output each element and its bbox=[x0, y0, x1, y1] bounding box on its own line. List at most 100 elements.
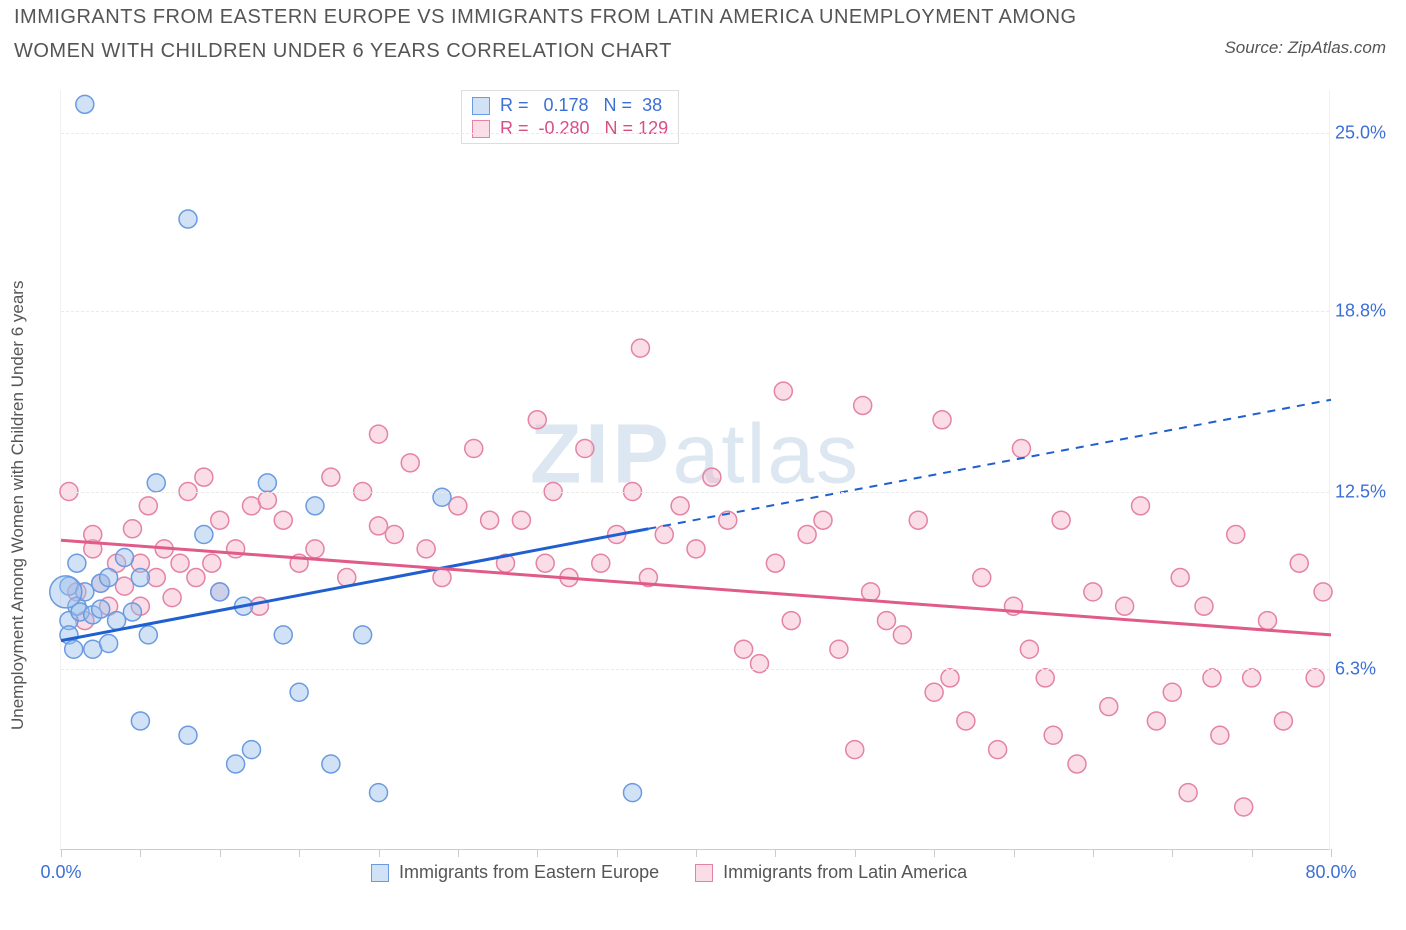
data-point bbox=[100, 569, 118, 587]
data-point bbox=[814, 511, 832, 529]
legend-swatch bbox=[472, 120, 490, 138]
data-point bbox=[1274, 712, 1292, 730]
data-point bbox=[798, 526, 816, 544]
data-point bbox=[941, 669, 959, 687]
x-tick-mark bbox=[617, 849, 618, 857]
data-point bbox=[100, 635, 118, 653]
legend-swatch bbox=[371, 864, 389, 882]
data-point bbox=[1084, 583, 1102, 601]
data-point bbox=[703, 468, 721, 486]
data-point bbox=[774, 382, 792, 400]
data-point bbox=[370, 784, 388, 802]
data-point bbox=[1163, 683, 1181, 701]
series-legend: Immigrants from Eastern Europe Immigrants… bbox=[371, 862, 967, 883]
data-point bbox=[925, 683, 943, 701]
source-attribution: Source: ZipAtlas.com bbox=[1224, 38, 1386, 58]
data-point bbox=[631, 339, 649, 357]
data-point bbox=[68, 554, 86, 572]
data-point bbox=[274, 511, 292, 529]
data-point bbox=[1179, 784, 1197, 802]
data-point bbox=[370, 517, 388, 535]
data-point bbox=[227, 755, 245, 773]
x-tick-mark bbox=[220, 849, 221, 857]
data-point bbox=[465, 439, 483, 457]
data-point bbox=[687, 540, 705, 558]
x-tick-mark bbox=[1331, 849, 1332, 857]
data-point bbox=[139, 626, 157, 644]
data-point bbox=[147, 474, 165, 492]
data-point bbox=[1227, 526, 1245, 544]
data-point bbox=[1171, 569, 1189, 587]
data-point bbox=[163, 589, 181, 607]
x-tick-mark bbox=[1014, 849, 1015, 857]
data-point bbox=[306, 540, 324, 558]
x-tick-label: 0.0% bbox=[40, 862, 81, 883]
data-point bbox=[1211, 726, 1229, 744]
data-point bbox=[1235, 798, 1253, 816]
data-point bbox=[782, 612, 800, 630]
y-tick-label: 6.3% bbox=[1335, 659, 1405, 680]
data-point bbox=[481, 511, 499, 529]
data-point bbox=[76, 95, 94, 113]
data-point bbox=[322, 755, 340, 773]
x-tick-mark bbox=[1172, 849, 1173, 857]
data-point bbox=[576, 439, 594, 457]
data-point bbox=[401, 454, 419, 472]
data-point bbox=[893, 626, 911, 644]
data-point bbox=[449, 497, 467, 515]
data-point bbox=[385, 526, 403, 544]
x-tick-mark bbox=[140, 849, 141, 857]
legend-row: R = -0.280 N = 129 bbox=[472, 118, 668, 139]
y-tick-label: 25.0% bbox=[1335, 123, 1405, 144]
data-point bbox=[1044, 726, 1062, 744]
data-point bbox=[1100, 698, 1118, 716]
data-point bbox=[195, 526, 213, 544]
data-point bbox=[671, 497, 689, 515]
data-point bbox=[933, 411, 951, 429]
legend-item: Immigrants from Latin America bbox=[695, 862, 967, 883]
data-point bbox=[1195, 597, 1213, 615]
legend-stats: R = -0.280 N = 129 bbox=[500, 118, 668, 139]
data-point bbox=[830, 640, 848, 658]
data-point bbox=[417, 540, 435, 558]
data-point bbox=[211, 583, 229, 601]
data-point bbox=[433, 569, 451, 587]
y-tick-label: 18.8% bbox=[1335, 300, 1405, 321]
data-point bbox=[655, 526, 673, 544]
plot-svg bbox=[61, 90, 1329, 849]
x-tick-mark bbox=[1252, 849, 1253, 857]
x-tick-mark bbox=[61, 849, 62, 857]
data-point bbox=[1147, 712, 1165, 730]
trend-line-extrapolated bbox=[648, 400, 1331, 529]
data-point bbox=[1036, 669, 1054, 687]
chart-title: IMMIGRANTS FROM EASTERN EUROPE VS IMMIGR… bbox=[14, 0, 1114, 68]
legend-label: Immigrants from Eastern Europe bbox=[399, 862, 659, 883]
data-point bbox=[766, 554, 784, 572]
data-point bbox=[179, 726, 197, 744]
legend-swatch bbox=[695, 864, 713, 882]
data-point bbox=[973, 569, 991, 587]
y-axis-label: Unemployment Among Women with Children U… bbox=[8, 281, 28, 730]
data-point bbox=[878, 612, 896, 630]
data-point bbox=[211, 511, 229, 529]
legend-stats: R = 0.178 N = 38 bbox=[500, 95, 662, 116]
data-point bbox=[592, 554, 610, 572]
data-point bbox=[116, 577, 134, 595]
data-point bbox=[1306, 669, 1324, 687]
data-point bbox=[536, 554, 554, 572]
data-point bbox=[624, 784, 642, 802]
data-point bbox=[290, 683, 308, 701]
data-point bbox=[195, 468, 213, 486]
data-point bbox=[243, 741, 261, 759]
data-point bbox=[846, 741, 864, 759]
data-point bbox=[909, 511, 927, 529]
data-point bbox=[92, 600, 110, 618]
data-point bbox=[306, 497, 324, 515]
data-point bbox=[862, 583, 880, 601]
x-tick-mark bbox=[775, 849, 776, 857]
data-point bbox=[274, 626, 292, 644]
grid-line bbox=[61, 492, 1329, 493]
x-tick-mark bbox=[696, 849, 697, 857]
data-point bbox=[123, 603, 141, 621]
data-point bbox=[735, 640, 753, 658]
